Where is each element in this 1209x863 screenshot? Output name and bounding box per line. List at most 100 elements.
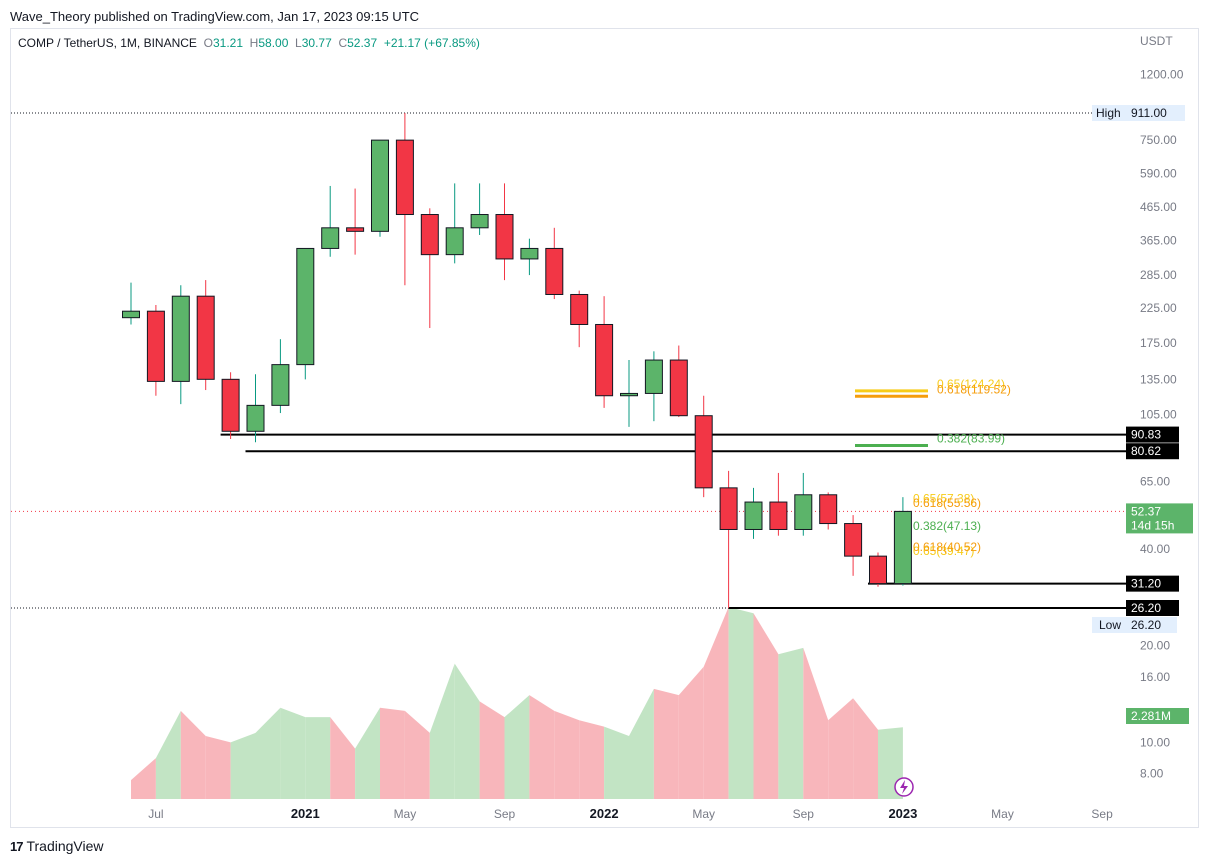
fib-level-label: 0.65(124.24): [937, 377, 1005, 391]
footer-brand[interactable]: 17 TradingView: [10, 838, 104, 854]
candle: [171, 285, 190, 405]
level-price-label: 26.20: [1131, 601, 1161, 615]
close-label: C: [338, 36, 348, 50]
candle: [520, 238, 539, 276]
candle: [122, 282, 140, 325]
candle-body: [869, 555, 887, 585]
open-value: 31.21: [212, 36, 243, 50]
candle-body: [271, 364, 290, 406]
candle: [719, 470, 738, 608]
candle: [694, 395, 713, 498]
candle: [595, 296, 614, 408]
candle: [296, 247, 315, 380]
candle-body: [545, 247, 564, 295]
x-tick-label: Sep: [1091, 807, 1113, 821]
candle-body: [595, 323, 614, 397]
volume-segment: [155, 710, 181, 799]
fib-level-label: 0.618(119.52): [937, 382, 1011, 396]
volume-segment: [404, 710, 430, 799]
change-value: +21.17 (+67.85%): [383, 36, 480, 50]
candle-body: [395, 139, 414, 216]
high-value: 58.00: [258, 36, 289, 50]
publisher-header: Wave_Theory published on TradingView.com…: [10, 9, 420, 24]
candle-body: [819, 494, 838, 525]
fib-level-label: 0.382(47.13): [913, 519, 981, 533]
candle-body: [445, 227, 464, 256]
candle: [769, 472, 788, 536]
candle-body: [122, 310, 140, 319]
symbol-name[interactable]: COMP / TetherUS, 1M, BINANCE: [18, 36, 197, 50]
candle-body: [296, 247, 315, 366]
y-tick-label: 175.00: [1140, 336, 1177, 350]
candle: [570, 290, 589, 348]
x-tick-label: Sep: [793, 807, 815, 821]
fib-level-label: 0.65(39.47): [913, 544, 974, 558]
candle-body: [246, 404, 265, 432]
volume-segment: [728, 607, 754, 799]
volume-segment: [205, 736, 231, 799]
y-tick-label: 8.00: [1140, 766, 1164, 780]
volume-segment: [753, 613, 779, 799]
high-value-label: 911.00: [1131, 106, 1167, 120]
volume-segment: [629, 688, 654, 799]
volume-segment: [180, 710, 206, 799]
volume-segment: [305, 717, 331, 799]
candle-body: [620, 392, 638, 397]
level-price-tag: [1126, 575, 1179, 592]
candle: [196, 280, 215, 391]
x-tick-label: Sep: [494, 807, 516, 821]
x-tick-label: 2022: [590, 806, 619, 821]
candle-body: [470, 214, 489, 229]
x-tick-label: 2021: [291, 806, 320, 821]
volume-segment: [429, 663, 455, 799]
volume-segment: [479, 701, 505, 799]
candle-body: [570, 293, 589, 325]
level-price-label: 31.20: [1131, 577, 1161, 591]
low-label: L: [295, 36, 302, 50]
candle-body: [744, 501, 763, 530]
candle: [819, 492, 838, 530]
volume-value-label: 2.281M: [1131, 709, 1171, 723]
volume-segment: [131, 758, 156, 799]
candle: [271, 339, 290, 414]
current-price-badge: [1126, 503, 1193, 534]
symbol-legend: COMP / TetherUS, 1M, BINANCE O31.21 H58.…: [18, 36, 480, 50]
candle-body: [644, 359, 663, 394]
level-price-label: 90.83: [1131, 428, 1161, 442]
candle: [545, 227, 564, 300]
x-tick-label: 2023: [888, 806, 917, 821]
candle-body: [171, 295, 190, 382]
candle-body: [321, 227, 340, 249]
volume-segment: [703, 607, 729, 799]
low-value-badge: [1127, 617, 1177, 633]
level-price-label: 80.62: [1131, 444, 1161, 458]
candle: [644, 351, 663, 422]
volume-segment: [653, 688, 679, 799]
candle: [669, 345, 688, 418]
candle: [246, 374, 265, 443]
candle-body: [719, 487, 738, 530]
x-tick-label: Jul: [148, 807, 163, 821]
volume-segment: [255, 707, 281, 799]
y-tick-label: 285.00: [1140, 268, 1177, 282]
volume-segment: [678, 666, 704, 799]
low-value: 30.77: [301, 36, 332, 50]
high-badge-label: High: [1096, 106, 1121, 120]
volume-segment: [853, 698, 878, 799]
x-tick-label: May: [991, 807, 1014, 821]
candle-body: [669, 359, 688, 417]
y-tick-label: 16.00: [1140, 670, 1170, 684]
x-tick-label: May: [394, 807, 417, 821]
low-badge-label: Low: [1099, 618, 1121, 632]
fib-level-label: 0.65(57.38): [913, 492, 974, 506]
volume-segment: [579, 720, 605, 799]
lightning-icon-bolt: [900, 780, 908, 794]
candle-body: [794, 494, 813, 530]
lightning-icon[interactable]: [894, 777, 914, 797]
volume-segment: [529, 695, 555, 799]
candle-body: [769, 501, 788, 530]
volume-badge: [1126, 708, 1189, 724]
candle-body: [221, 378, 240, 432]
volume-segment: [504, 695, 530, 799]
